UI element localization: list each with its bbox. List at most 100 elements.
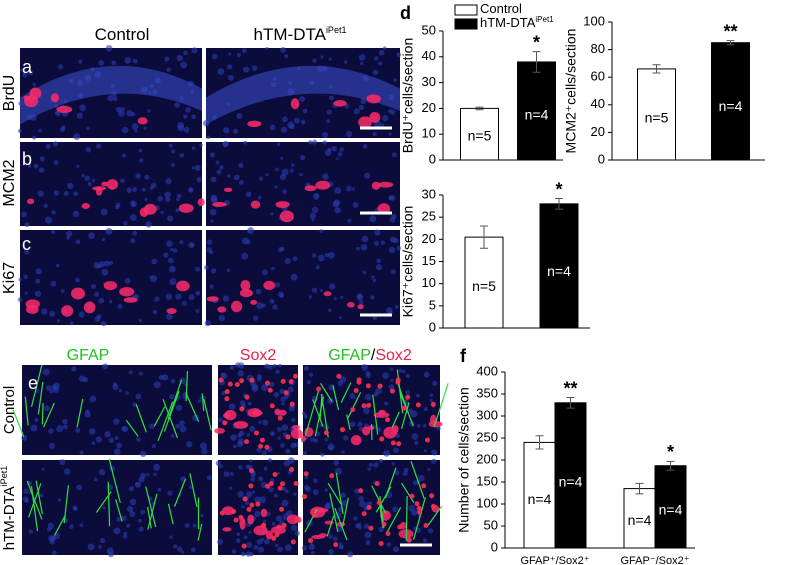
label-sup: iPet1 (326, 25, 347, 35)
nucleus (326, 109, 332, 115)
nucleus (378, 61, 383, 66)
nucleus (277, 436, 281, 440)
cell-layer (20, 65, 202, 125)
n-label: n=4 (525, 107, 549, 123)
stained-cell (197, 198, 205, 207)
column-label: Sox2 (240, 347, 277, 364)
sox2-cell (279, 506, 285, 512)
nucleus (319, 288, 323, 292)
sox2-cell (244, 394, 250, 400)
nucleus (149, 423, 155, 429)
stained-cell (292, 424, 301, 430)
nucleus (96, 143, 102, 149)
stained-cell (61, 305, 74, 317)
nucleus (340, 492, 347, 498)
sox2-cell (293, 373, 299, 379)
nucleus (334, 207, 341, 214)
stained-cell (106, 179, 119, 190)
nucleus (69, 524, 74, 529)
nucleus (229, 365, 235, 370)
nucleus (105, 44, 113, 52)
nucleus (262, 519, 267, 524)
nucleus (34, 417, 39, 422)
nucleus (265, 173, 269, 177)
nucleus (311, 218, 315, 222)
nucleus (195, 309, 200, 313)
nucleus (245, 464, 251, 470)
sox2-cell (289, 467, 295, 473)
sox2-cell (242, 496, 248, 502)
nucleus (389, 194, 396, 201)
nucleus (169, 535, 173, 539)
stained-cell (290, 428, 303, 439)
nucleus (233, 174, 240, 181)
nucleus (237, 491, 244, 498)
nucleus (35, 268, 42, 275)
nucleus (218, 464, 224, 469)
nucleus (247, 401, 252, 406)
nucleus (113, 448, 121, 455)
nucleus (222, 295, 230, 302)
nucleus (138, 148, 143, 153)
nucleus (388, 132, 392, 136)
sox2-cell (238, 514, 244, 520)
nucleus (238, 162, 244, 168)
nucleus (427, 468, 431, 472)
nucleus (129, 214, 137, 221)
nucleus (106, 547, 114, 555)
nucleus (256, 302, 264, 310)
nucleus (251, 65, 258, 71)
nucleus (347, 218, 352, 223)
glial-fiber (384, 467, 397, 499)
nucleus (118, 389, 122, 393)
nucleus (85, 146, 92, 153)
sox2-cell (366, 402, 372, 408)
panel-label: e (28, 373, 38, 393)
stained-cell (263, 280, 276, 291)
glial-fiber (173, 478, 187, 507)
label: hTM-DTAiPet1 (0, 466, 18, 550)
nucleus (140, 472, 147, 479)
stained-cell (103, 281, 118, 291)
nucleus (129, 511, 136, 518)
nucleus (394, 470, 400, 476)
nucleus (369, 501, 373, 505)
nucleus (35, 278, 41, 284)
nucleus (186, 441, 193, 448)
nucleus (38, 128, 42, 133)
nucleus (282, 116, 288, 123)
nucleus (131, 123, 139, 130)
stained-cell (123, 297, 138, 303)
nucleus (151, 258, 158, 265)
sox2-cell (234, 382, 240, 388)
nucleus (279, 173, 287, 181)
nucleus (34, 290, 42, 297)
nucleus (49, 389, 54, 394)
nucleus (380, 240, 386, 245)
glial-fiber (185, 392, 200, 423)
nucleus (423, 371, 430, 378)
nucleus (343, 435, 349, 441)
nucleus (356, 293, 364, 301)
column-label-part: GFAP (67, 347, 110, 364)
nucleus (153, 463, 161, 471)
nucleus (167, 257, 174, 264)
nucleus (217, 68, 225, 75)
error-bar (535, 435, 544, 450)
nucleus (281, 168, 289, 176)
nucleus (280, 443, 285, 448)
nucleus (261, 450, 267, 456)
glial-fiber (332, 385, 340, 411)
nucleus (315, 265, 320, 270)
nucleus (382, 114, 389, 121)
significance: * (555, 179, 562, 199)
nucleus (289, 123, 295, 130)
glial-fiber (197, 523, 203, 541)
glial-fiber (427, 505, 443, 526)
glial-fiber (41, 403, 44, 425)
nucleus (398, 368, 403, 373)
sox2-cell (415, 402, 421, 408)
nucleus (164, 56, 170, 62)
stained-cell (81, 203, 90, 209)
nucleus (309, 437, 315, 442)
